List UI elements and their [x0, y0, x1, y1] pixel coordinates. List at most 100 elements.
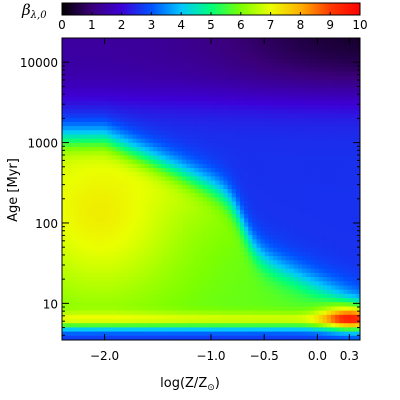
heatmap-cell: [239, 109, 245, 115]
heatmap-cell: [62, 214, 67, 219]
heatmap-cell: [119, 293, 125, 299]
heatmap-cell: [119, 109, 125, 115]
heatmap-cell: [198, 272, 204, 278]
heatmap-cell: [157, 105, 162, 110]
heatmap-cell: [260, 159, 266, 165]
heatmap-cell: [78, 285, 84, 291]
heatmap-cell: [202, 42, 208, 47]
heatmap-cell: [186, 134, 191, 140]
heatmap-cell: [169, 285, 175, 291]
heatmap-cell: [169, 272, 175, 278]
heatmap-cell: [165, 54, 171, 60]
heatmap-cell: [293, 218, 299, 224]
heatmap-cell: [62, 268, 67, 274]
heatmap-cell: [182, 67, 187, 73]
heatmap-cell: [66, 109, 71, 115]
heatmap-cell: [277, 38, 282, 43]
heatmap-cell: [128, 230, 133, 236]
heatmap-cell: [302, 163, 307, 169]
heatmap-cell: [103, 88, 109, 94]
heatmap-cell: [132, 92, 138, 98]
heatmap-cell: [248, 310, 253, 316]
heatmap-cell: [351, 285, 357, 291]
heatmap-cell: [161, 314, 167, 320]
heatmap-cell: [124, 222, 129, 228]
heatmap-cell: [318, 163, 324, 169]
heatmap-cell: [165, 285, 171, 291]
heatmap-cell: [194, 298, 200, 303]
heatmap-cell: [82, 159, 88, 165]
heatmap-cell: [235, 75, 241, 81]
heatmap-cell: [182, 142, 187, 148]
heatmap-cell: [211, 193, 216, 198]
heatmap-cell: [119, 67, 125, 73]
heatmap-cell: [173, 172, 179, 178]
heatmap-cell: [351, 54, 357, 60]
heatmap-cell: [273, 88, 278, 94]
heatmap-cell: [223, 235, 229, 240]
heatmap-cell: [198, 226, 204, 232]
heatmap-cell: [252, 314, 258, 320]
heatmap-cell: [231, 155, 237, 161]
heatmap-cell: [273, 239, 278, 245]
heatmap-cell: [70, 71, 76, 77]
heatmap-cell: [273, 105, 278, 110]
heatmap-cell: [103, 176, 109, 182]
heatmap-cell: [351, 168, 357, 173]
heatmap-cell: [331, 289, 336, 295]
heatmap-cell: [244, 314, 249, 320]
heatmap-cell: [273, 50, 278, 56]
heatmap-cell: [107, 100, 113, 106]
heatmap-cell: [306, 88, 311, 94]
heatmap-cell: [173, 180, 179, 186]
heatmap-cell: [215, 172, 220, 178]
heatmap-cell: [186, 268, 191, 274]
heatmap-cell: [248, 306, 253, 312]
heatmap-cell: [186, 230, 191, 236]
heatmap-cell: [219, 67, 225, 73]
heatmap-cell: [107, 96, 113, 102]
heatmap-cell: [310, 243, 316, 249]
heatmap-cell: [62, 239, 67, 245]
heatmap-cell: [107, 285, 113, 291]
heatmap-cell: [260, 226, 266, 232]
heatmap-cell: [335, 105, 340, 110]
heatmap-cell: [339, 121, 345, 127]
heatmap-cell: [306, 75, 311, 81]
heatmap-cell: [144, 214, 150, 219]
heatmap-cell: [99, 134, 104, 140]
heatmap-cell: [78, 226, 84, 232]
heatmap-cell: [289, 134, 295, 140]
heatmap-cell: [177, 84, 183, 89]
heatmap-cell: [136, 260, 142, 266]
heatmap-cell: [103, 201, 109, 207]
heatmap-cell: [335, 38, 340, 43]
heatmap-cell: [186, 264, 191, 270]
heatmap-cell: [318, 323, 324, 329]
heatmap-cell: [153, 302, 158, 308]
heatmap-cell: [211, 218, 216, 224]
heatmap-cell: [161, 226, 167, 232]
heatmap-cell: [62, 176, 67, 182]
heatmap-cell: [302, 134, 307, 140]
heatmap-cell: [351, 256, 357, 261]
heatmap-cell: [74, 42, 80, 47]
heatmap-cell: [293, 180, 299, 186]
heatmap-cell: [78, 310, 84, 316]
heatmap-cell: [182, 214, 187, 219]
heatmap-cell: [186, 75, 191, 81]
heatmap-cell: [314, 38, 320, 43]
heatmap-cell: [177, 67, 183, 73]
heatmap-cell: [281, 260, 287, 266]
heatmap-cell: [260, 155, 266, 161]
heatmap-cell: [297, 159, 303, 165]
heatmap-cell: [347, 293, 353, 299]
heatmap-cell: [173, 176, 179, 182]
heatmap-cell: [148, 155, 154, 161]
heatmap-cell: [169, 71, 175, 77]
heatmap-cell: [186, 130, 191, 136]
heatmap-cell: [90, 201, 96, 207]
heatmap-cell: [128, 201, 133, 207]
heatmap-cell: [264, 193, 270, 198]
heatmap-cell: [306, 302, 311, 308]
